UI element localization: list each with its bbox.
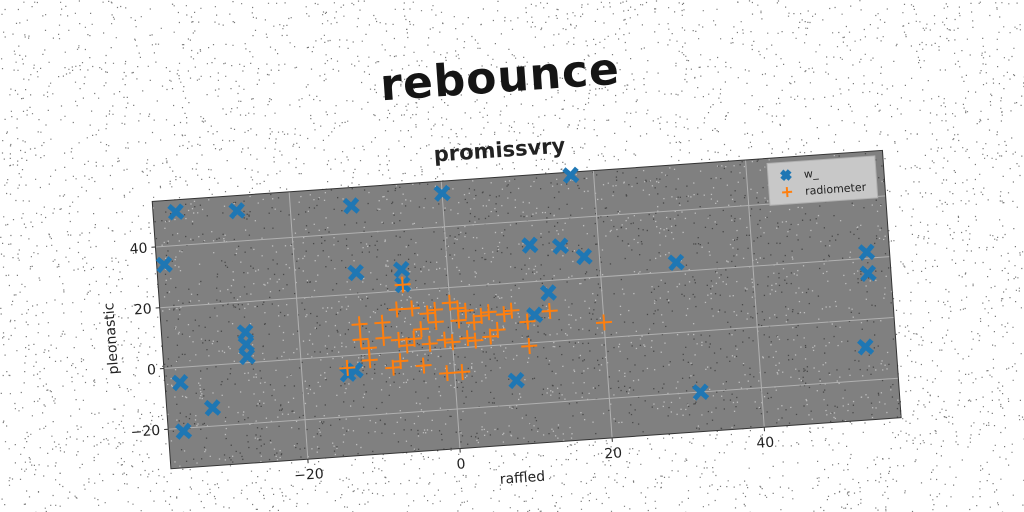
point-w_ — [667, 253, 685, 272]
point-radiometer — [436, 331, 453, 348]
y-axis-ticks: −20 0 20 40 — [129, 241, 169, 441]
point-radiometer — [398, 337, 415, 354]
point-radiometer — [480, 304, 497, 321]
point-radiometer — [412, 321, 430, 338]
point-w_ — [858, 243, 876, 261]
point-radiometer — [352, 331, 369, 348]
x-grid-line — [745, 159, 765, 428]
point-radiometer — [394, 276, 411, 293]
y-tick-label: 40 — [129, 241, 148, 258]
point-w_ — [551, 237, 570, 255]
y-tick-label: −20 — [130, 423, 161, 441]
point-w_ — [228, 202, 246, 220]
point-radiometer — [385, 359, 402, 376]
point-w_ — [171, 374, 189, 392]
point-radiometer — [421, 335, 438, 352]
x-grid-line — [592, 170, 613, 438]
point-w_ — [175, 422, 193, 440]
point-radiometer — [496, 306, 513, 323]
point-radiometer — [541, 302, 558, 320]
point-w_ — [857, 338, 875, 356]
point-radiometer — [419, 305, 436, 322]
point-w_ — [575, 248, 593, 266]
series-radiometer — [339, 276, 613, 382]
point-radiometer — [503, 302, 520, 319]
y-tick-label: 20 — [133, 301, 152, 318]
plot-noise-dark — [154, 152, 902, 463]
grid-lines — [155, 159, 899, 460]
point-w_ — [238, 348, 256, 366]
plot-area — [152, 150, 902, 469]
point-radiometer — [415, 357, 432, 374]
point-radiometer — [339, 359, 356, 376]
chart-title: promissvry — [433, 133, 566, 166]
plot-area-noise — [152, 152, 902, 467]
point-w_ — [562, 166, 580, 184]
legend-marker-w_ — [780, 169, 792, 182]
legend-label-w_: w_ — [803, 167, 819, 181]
point-w_ — [526, 306, 544, 324]
point-w_ — [521, 236, 539, 254]
point-w_ — [155, 256, 173, 274]
series-w_ — [155, 166, 877, 440]
point-radiometer — [375, 329, 392, 346]
point-radiometer — [454, 364, 471, 381]
point-w_ — [393, 260, 411, 279]
legend-box — [766, 155, 879, 206]
point-radiometer — [466, 314, 483, 331]
x-tick-label: 0 — [456, 456, 466, 473]
point-radiometer — [521, 337, 538, 355]
point-w_ — [167, 203, 185, 221]
point-w_ — [342, 197, 360, 215]
point-radiometer — [388, 301, 405, 318]
series-layer — [155, 166, 877, 440]
point-w_ — [507, 371, 525, 390]
point-radiometer — [595, 314, 613, 331]
point-radiometer — [361, 352, 378, 369]
point-radiometer — [444, 334, 461, 351]
y-axis-label: pleonastic — [101, 302, 122, 375]
legend-marker-glyph — [782, 187, 793, 198]
point-radiometer — [438, 365, 456, 382]
x-grid-line — [440, 181, 461, 449]
x-grid-line — [288, 191, 309, 460]
point-radiometer — [489, 321, 506, 338]
y-grid-line — [168, 377, 899, 430]
legend: w_ radiometer — [766, 155, 879, 206]
point-radiometer — [467, 332, 484, 349]
x-tick-label: −20 — [294, 466, 325, 484]
y-grid-line — [155, 195, 886, 248]
y-grid-line — [159, 256, 890, 309]
point-w_ — [692, 383, 710, 401]
point-w_ — [539, 284, 558, 302]
point-w_ — [203, 399, 222, 417]
point-w_ — [347, 264, 365, 282]
x-tick-label: 20 — [604, 445, 623, 462]
plot-frame — [151, 149, 902, 470]
x-tick-label: 40 — [756, 435, 775, 452]
point-w_ — [433, 184, 451, 202]
y-tick-label: 0 — [147, 362, 157, 379]
point-radiometer — [450, 312, 467, 329]
x-axis-ticks: −20 0 20 40 — [294, 427, 775, 484]
legend-marker-glyph — [780, 169, 792, 182]
point-radiometer — [374, 314, 391, 331]
point-w_ — [859, 264, 877, 283]
point-radiometer — [403, 300, 420, 317]
point-radiometer — [457, 302, 474, 319]
point-radiometer — [427, 313, 444, 331]
x-axis-label: raffled — [499, 469, 545, 488]
legend-marker-radiometer — [782, 187, 793, 198]
point-radiometer — [459, 330, 476, 347]
point-radiometer — [519, 313, 536, 330]
point-radiometer — [351, 316, 368, 333]
legend-label-radiometer: radiometer — [805, 181, 867, 198]
